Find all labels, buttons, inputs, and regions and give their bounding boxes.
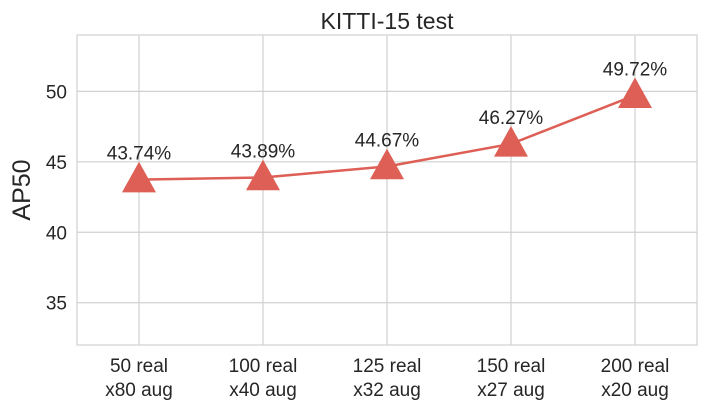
x-tick-label: 150 real (477, 356, 546, 377)
x-tick-label: 50 real (110, 356, 168, 377)
x-tick-label: 100 real (229, 356, 298, 377)
x-tick-label: x20 aug (601, 380, 669, 401)
chart-title: KITTI-15 test (321, 8, 455, 34)
data-point-marker (122, 161, 156, 193)
data-point-marker (246, 159, 280, 191)
series-layer (122, 77, 652, 193)
y-axis-label: AP50 (8, 159, 36, 220)
x-tick-label: x80 aug (105, 380, 173, 401)
data-point-marker (494, 126, 528, 157)
plot-area-frame (76, 34, 698, 346)
x-tick-label: x40 aug (229, 380, 297, 401)
data-label: 49.72% (603, 59, 668, 80)
x-tick-label: 125 real (353, 356, 422, 377)
y-axis-ticks: 35 40 45 50 (46, 82, 67, 314)
grid-lines (77, 35, 697, 345)
x-tick-label: x27 aug (477, 380, 545, 401)
y-tick-label: 45 (46, 153, 67, 174)
y-tick-label: 40 (46, 223, 67, 244)
data-label: 46.27% (479, 108, 544, 129)
data-label: 43.89% (231, 141, 296, 162)
x-tick-label: x32 aug (353, 380, 421, 401)
data-point-marker (370, 148, 404, 180)
y-tick-label: 35 (46, 294, 67, 315)
x-tick-label: 200 real (601, 356, 670, 377)
x-axis-ticks: 50 real x80 aug 100 real x40 aug 125 real x32… (105, 356, 669, 401)
y-tick-label: 50 (46, 82, 67, 103)
data-point-marker (618, 77, 652, 109)
data-labels: 43.74% 43.89% 44.67% 46.27% 49.72% (107, 59, 668, 164)
data-label: 43.74% (107, 144, 172, 165)
data-label: 44.67% (355, 130, 420, 151)
